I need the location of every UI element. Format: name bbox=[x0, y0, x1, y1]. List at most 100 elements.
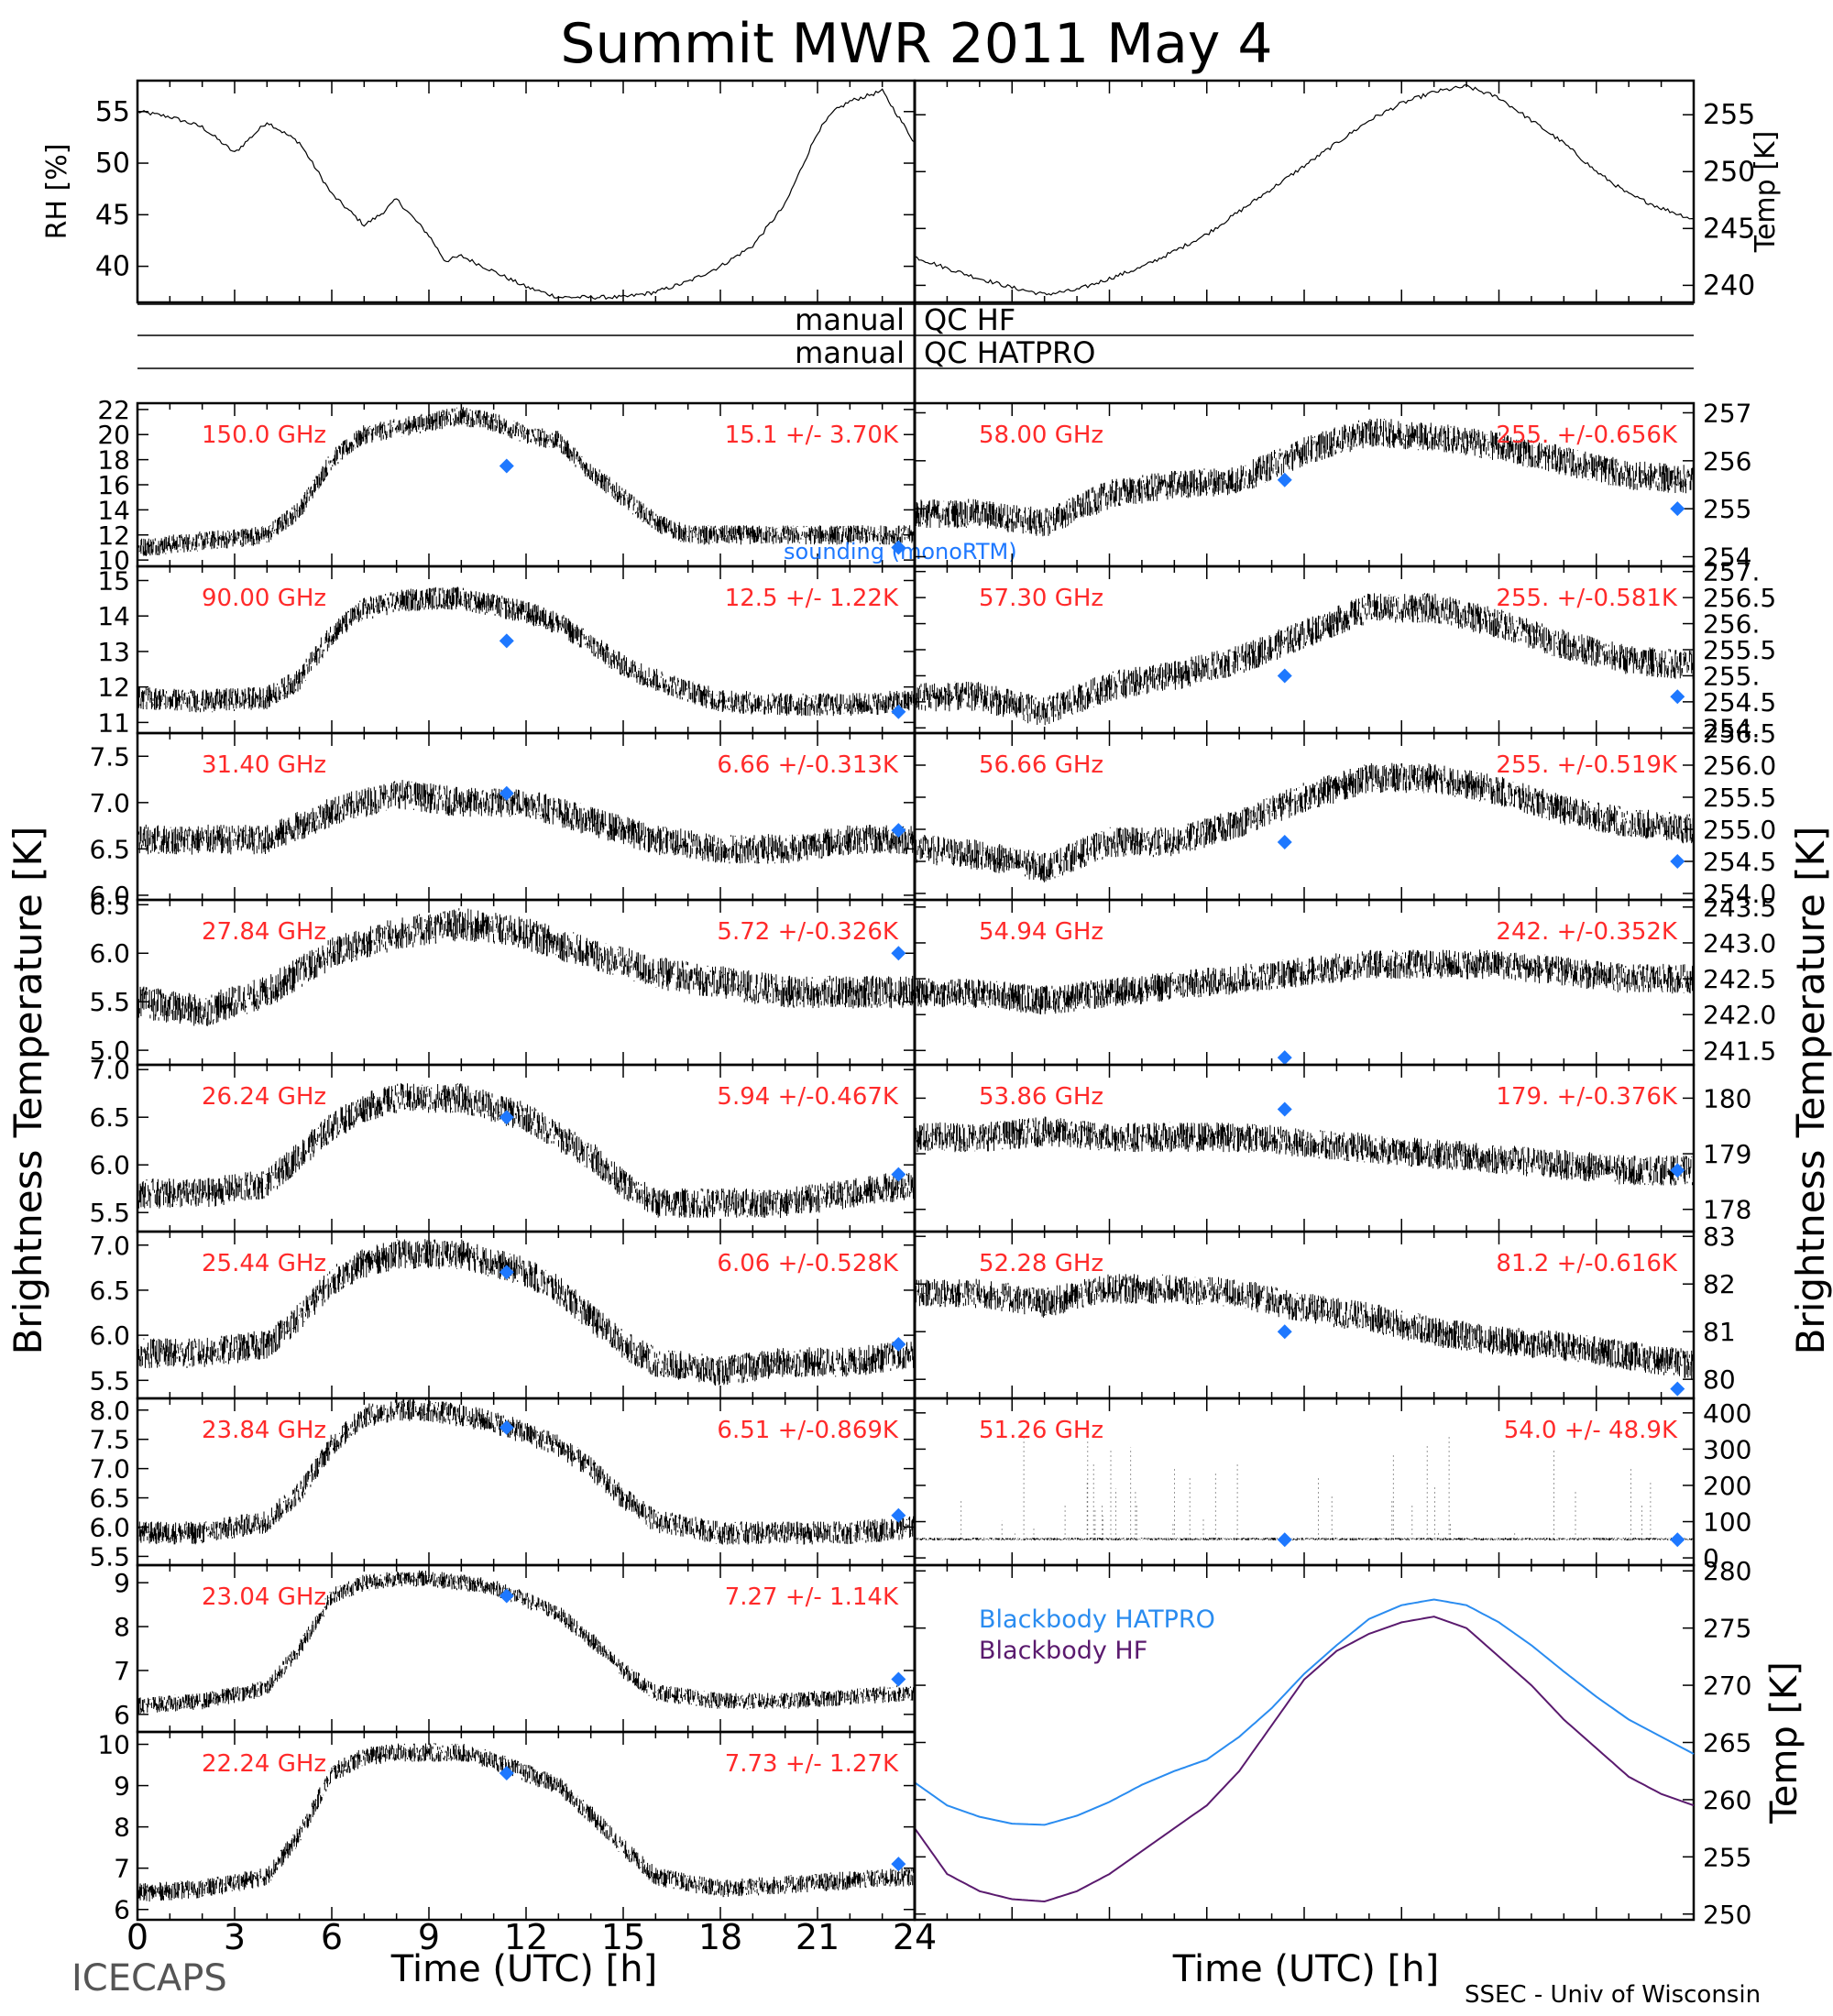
channel-stat: 54.0 +/- 48.9K bbox=[1504, 1417, 1678, 1444]
sounding-marker bbox=[499, 633, 514, 649]
trace-points bbox=[914, 949, 1694, 1014]
y-axis-label: Temp [K] bbox=[1763, 1661, 1806, 1824]
y-tick-label: 6.5 bbox=[89, 1102, 130, 1133]
sounding-marker bbox=[891, 1671, 906, 1687]
sounding-marker bbox=[499, 1419, 514, 1435]
x-tick-label: 0 bbox=[126, 1917, 148, 1957]
y-tick-label: 55 bbox=[95, 96, 130, 128]
y-tick-label: 10 bbox=[97, 545, 130, 575]
sounding-marker bbox=[499, 1110, 514, 1125]
trace-points bbox=[137, 1399, 915, 1545]
sounding-marker bbox=[499, 1766, 514, 1781]
sounding-marker bbox=[891, 1507, 906, 1523]
sounding-marker bbox=[499, 1265, 514, 1280]
sounding-marker bbox=[1277, 1050, 1292, 1066]
qc-row1-right: QC HF bbox=[924, 302, 1015, 337]
sounding-marker bbox=[1277, 835, 1292, 849]
y-tick-label: 6.5 bbox=[89, 890, 130, 920]
y-tick-label: 8 bbox=[114, 1813, 130, 1843]
figure-title: Summit MWR 2011 May 4 bbox=[560, 12, 1272, 76]
channel-stat: 179. +/-0.376K bbox=[1496, 1083, 1678, 1111]
trace-points bbox=[914, 1116, 1694, 1186]
y-tick-label: 40 bbox=[95, 251, 130, 283]
sounding-marker bbox=[499, 1588, 514, 1604]
y-tick-label: 6 bbox=[114, 1700, 130, 1730]
y-tick-label: 6.5 bbox=[89, 1484, 130, 1514]
trace-points bbox=[914, 593, 1694, 726]
y-tick-label: 5.5 bbox=[89, 1198, 130, 1228]
y-tick-label: 6.5 bbox=[89, 1276, 130, 1306]
x-tick-label: 24 bbox=[893, 1917, 937, 1957]
sounding-marker bbox=[891, 1857, 906, 1872]
qc-row2-left: manual bbox=[795, 335, 905, 370]
y-tick-label: 178 bbox=[1703, 1195, 1751, 1225]
y-tick-label: 9 bbox=[114, 1568, 130, 1598]
sounding-marker bbox=[1277, 1324, 1292, 1340]
y-tick-label: 241.5 bbox=[1703, 1035, 1776, 1066]
y-tick-label: 255.5 bbox=[1703, 635, 1776, 665]
series-line-0 bbox=[914, 1598, 1695, 1826]
sounding-marker bbox=[499, 785, 514, 801]
right-y-axis-title: Brightness Temperature [K] bbox=[1788, 827, 1833, 1355]
y-tick-label: 14 bbox=[97, 495, 130, 525]
x-axis-title-left: Time (UTC) [h] bbox=[390, 1948, 657, 1990]
y-tick-label: 83 bbox=[1703, 1222, 1736, 1252]
y-tick-label: 6.0 bbox=[89, 1512, 130, 1542]
y-tick-label: 6.0 bbox=[89, 938, 130, 969]
sounding-marker bbox=[891, 540, 906, 555]
y-tick-label: 82 bbox=[1703, 1269, 1736, 1299]
channel-label: 52.28 GHz bbox=[979, 1250, 1103, 1277]
channel-stat: 7.27 +/- 1.14K bbox=[725, 1583, 899, 1611]
y-tick-label: 254.0 bbox=[1703, 879, 1776, 909]
y-tick-label: 245 bbox=[1703, 213, 1755, 245]
panel-14: 5.56.06.57.07.58.0 23.84 GHz 6.51 +/-0.869… bbox=[89, 1396, 916, 1572]
y-tick-label: 6.0 bbox=[89, 1150, 130, 1180]
series-line-1 bbox=[914, 1616, 1695, 1903]
x-axis-title-right: Time (UTC) [h] bbox=[1172, 1948, 1439, 1990]
channel-label: 57.30 GHz bbox=[979, 585, 1103, 612]
y-tick-label: 15 bbox=[97, 565, 130, 596]
sounding-marker bbox=[1277, 1101, 1292, 1117]
y-tick-label: 6.0 bbox=[89, 881, 130, 911]
channel-label: 25.44 GHz bbox=[202, 1250, 326, 1277]
sounding-marker bbox=[499, 458, 514, 474]
legend-entry-0: Blackbody HATPRO bbox=[979, 1605, 1215, 1634]
y-tick-label: 20 bbox=[97, 420, 130, 450]
channel-stat: 6.06 +/-0.528K bbox=[717, 1250, 899, 1277]
x-tick-label: 15 bbox=[601, 1917, 645, 1957]
y-tick-label: 12 bbox=[97, 520, 130, 551]
panel-17: 250 255 260 265 270 275 280 Blackbody HATPRO Bla… bbox=[913, 1556, 1806, 1930]
trace-points bbox=[137, 1570, 915, 1715]
channel-label: 53.86 GHz bbox=[979, 1083, 1103, 1111]
y-tick-label: 8 bbox=[114, 1612, 130, 1642]
y-tick-label: 255 bbox=[1703, 1842, 1751, 1872]
y-tick-label: 16 bbox=[97, 470, 130, 500]
y-tick-label: 13 bbox=[97, 637, 130, 667]
y-tick-label: 255.5 bbox=[1703, 783, 1776, 813]
channel-label: 23.84 GHz bbox=[202, 1417, 326, 1444]
footer-right: SSEC - Univ of Wisconsin bbox=[1465, 1981, 1761, 2009]
trace-line bbox=[137, 88, 916, 301]
y-tick-label: 100 bbox=[1703, 1507, 1751, 1538]
channel-stat: 255. +/-0.581K bbox=[1496, 585, 1678, 612]
sounding-marker bbox=[1670, 1532, 1685, 1548]
channel-stat: 6.51 +/-0.869K bbox=[717, 1417, 899, 1444]
channel-stat: 255. +/-0.656K bbox=[1496, 422, 1678, 449]
sounding-marker bbox=[891, 704, 906, 719]
y-tick-label: 400 bbox=[1703, 1398, 1751, 1429]
y-tick-label: 257. bbox=[1703, 557, 1760, 587]
y-tick-label: 254. bbox=[1703, 713, 1760, 743]
y-tick-label: 7.0 bbox=[89, 1055, 130, 1085]
y-tick-label: 8.0 bbox=[89, 1396, 130, 1426]
panel-16: 6 7 8 9 23.04 GHz 7.27 +/- 1.14K bbox=[114, 1563, 916, 1734]
y-tick-label: 265 bbox=[1703, 1728, 1751, 1759]
panel-3: 254 255 256 257 58.00 GHz 255. +/-0.656K bbox=[913, 398, 1751, 573]
channel-label: 58.00 GHz bbox=[979, 422, 1103, 449]
channel-label: 22.24 GHz bbox=[202, 1750, 326, 1778]
y-axis-label: RH [%] bbox=[41, 144, 73, 240]
y-tick-label: 6.5 bbox=[89, 834, 130, 864]
panel-15: 0 100 200 300 400 51.26 GHz 54.0 +/- 48.9K bbox=[913, 1397, 1751, 1573]
y-tick-label: 12 bbox=[97, 673, 130, 703]
sounding-marker bbox=[1277, 668, 1292, 684]
channel-label: 150.0 GHz bbox=[202, 422, 326, 449]
